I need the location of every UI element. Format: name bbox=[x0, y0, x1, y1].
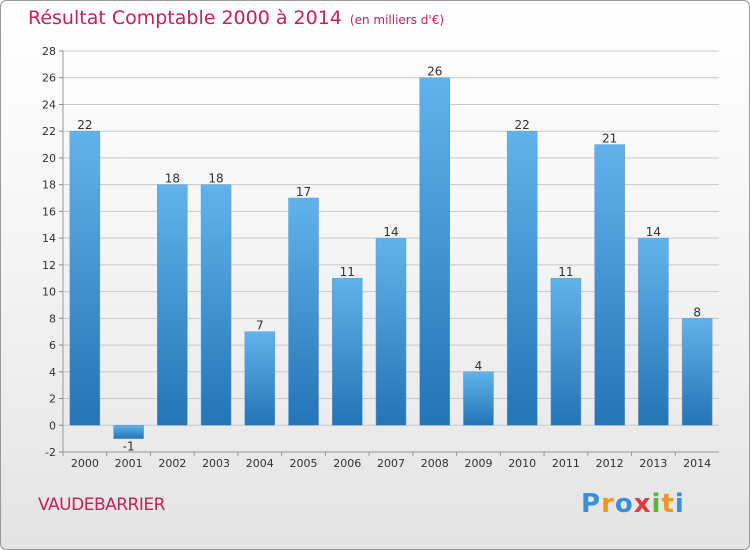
data-label: 7 bbox=[256, 319, 264, 333]
logo-letter: i bbox=[651, 489, 662, 519]
chart-unit-label: (en milliers d'€) bbox=[349, 13, 445, 27]
y-tick-label: 20 bbox=[42, 152, 56, 165]
x-tick-label: 2012 bbox=[596, 457, 624, 470]
data-label: 22 bbox=[77, 118, 92, 132]
y-tick-label: 24 bbox=[42, 98, 56, 111]
logo-letter: r bbox=[601, 489, 615, 519]
bar bbox=[200, 184, 232, 426]
data-label: 26 bbox=[427, 65, 442, 79]
data-label: 11 bbox=[558, 265, 573, 279]
x-tick-label: 2004 bbox=[246, 457, 274, 470]
x-tick-label: 2006 bbox=[333, 457, 361, 470]
data-label: 22 bbox=[515, 118, 530, 132]
bar bbox=[288, 197, 319, 426]
bar bbox=[69, 130, 101, 426]
chart-title: Résultat Comptable 2000 à 2014 (en millie… bbox=[28, 7, 444, 29]
y-tick-label: 14 bbox=[42, 232, 56, 245]
y-tick-label: -2 bbox=[45, 446, 56, 459]
logo-letter: x bbox=[633, 489, 652, 519]
commune-name: VAUDEBARRIER bbox=[38, 495, 165, 515]
x-tick-label: 2011 bbox=[552, 457, 580, 470]
bar bbox=[463, 371, 494, 426]
bar bbox=[157, 184, 188, 426]
data-labels: 22 -1 18 18 7 17 11 14 26 4 22 11 21 14 8 bbox=[77, 65, 701, 454]
data-label: 18 bbox=[208, 172, 223, 186]
x-tick-label: 2000 bbox=[71, 457, 99, 470]
x-tick-label: 2007 bbox=[377, 457, 405, 470]
bar bbox=[113, 425, 144, 439]
logo-letter: i bbox=[674, 489, 685, 519]
data-label: 11 bbox=[340, 265, 355, 279]
x-tick-label: 2008 bbox=[421, 457, 449, 470]
data-label: 4 bbox=[475, 359, 483, 373]
data-label: 14 bbox=[383, 225, 398, 239]
y-tick-label: 28 bbox=[42, 45, 56, 58]
y-tick-label: 16 bbox=[42, 205, 56, 218]
y-tick-label: 6 bbox=[49, 339, 56, 352]
chart-title-text: Résultat Comptable 2000 à 2014 bbox=[28, 7, 342, 29]
y-tick-label: 10 bbox=[42, 286, 56, 299]
y-tick-label: 0 bbox=[49, 419, 56, 432]
data-label: 18 bbox=[165, 172, 180, 186]
bar bbox=[594, 144, 625, 426]
bar bbox=[332, 277, 363, 426]
x-tick-label: 2003 bbox=[202, 457, 230, 470]
bar bbox=[506, 130, 538, 426]
data-label: 17 bbox=[296, 185, 311, 199]
x-tick-label: 2009 bbox=[464, 457, 492, 470]
y-tick-label: 4 bbox=[49, 366, 56, 379]
x-tick-label: 2013 bbox=[639, 457, 667, 470]
bar bbox=[550, 277, 582, 426]
y-tick-label: 8 bbox=[49, 312, 56, 325]
x-tick-label: 2010 bbox=[508, 457, 536, 470]
y-tick-label: 12 bbox=[42, 259, 56, 272]
bar bbox=[375, 237, 407, 426]
proxiti-logo: Proxiti bbox=[581, 489, 685, 519]
bar bbox=[419, 77, 450, 426]
logo-letter: o bbox=[614, 489, 634, 519]
data-label: 14 bbox=[646, 225, 661, 239]
y-tick-label: 18 bbox=[42, 179, 56, 192]
bar bbox=[681, 318, 713, 426]
x-tick-label: 2002 bbox=[158, 457, 186, 470]
x-tick-label: 2014 bbox=[683, 457, 711, 470]
y-tick-label: 22 bbox=[42, 125, 56, 138]
bar bbox=[638, 237, 669, 426]
x-tick-label: 2005 bbox=[290, 457, 318, 470]
data-label: 21 bbox=[602, 132, 617, 146]
logo-letter: P bbox=[581, 489, 602, 519]
bars bbox=[69, 77, 713, 439]
data-label: -1 bbox=[123, 440, 135, 454]
y-tick-label: 2 bbox=[49, 393, 56, 406]
bar bbox=[244, 331, 276, 426]
x-tick-label: 2001 bbox=[115, 457, 143, 470]
data-label: 8 bbox=[693, 305, 701, 319]
y-tick-label: 26 bbox=[42, 72, 56, 85]
logo-letter: t bbox=[661, 489, 675, 519]
